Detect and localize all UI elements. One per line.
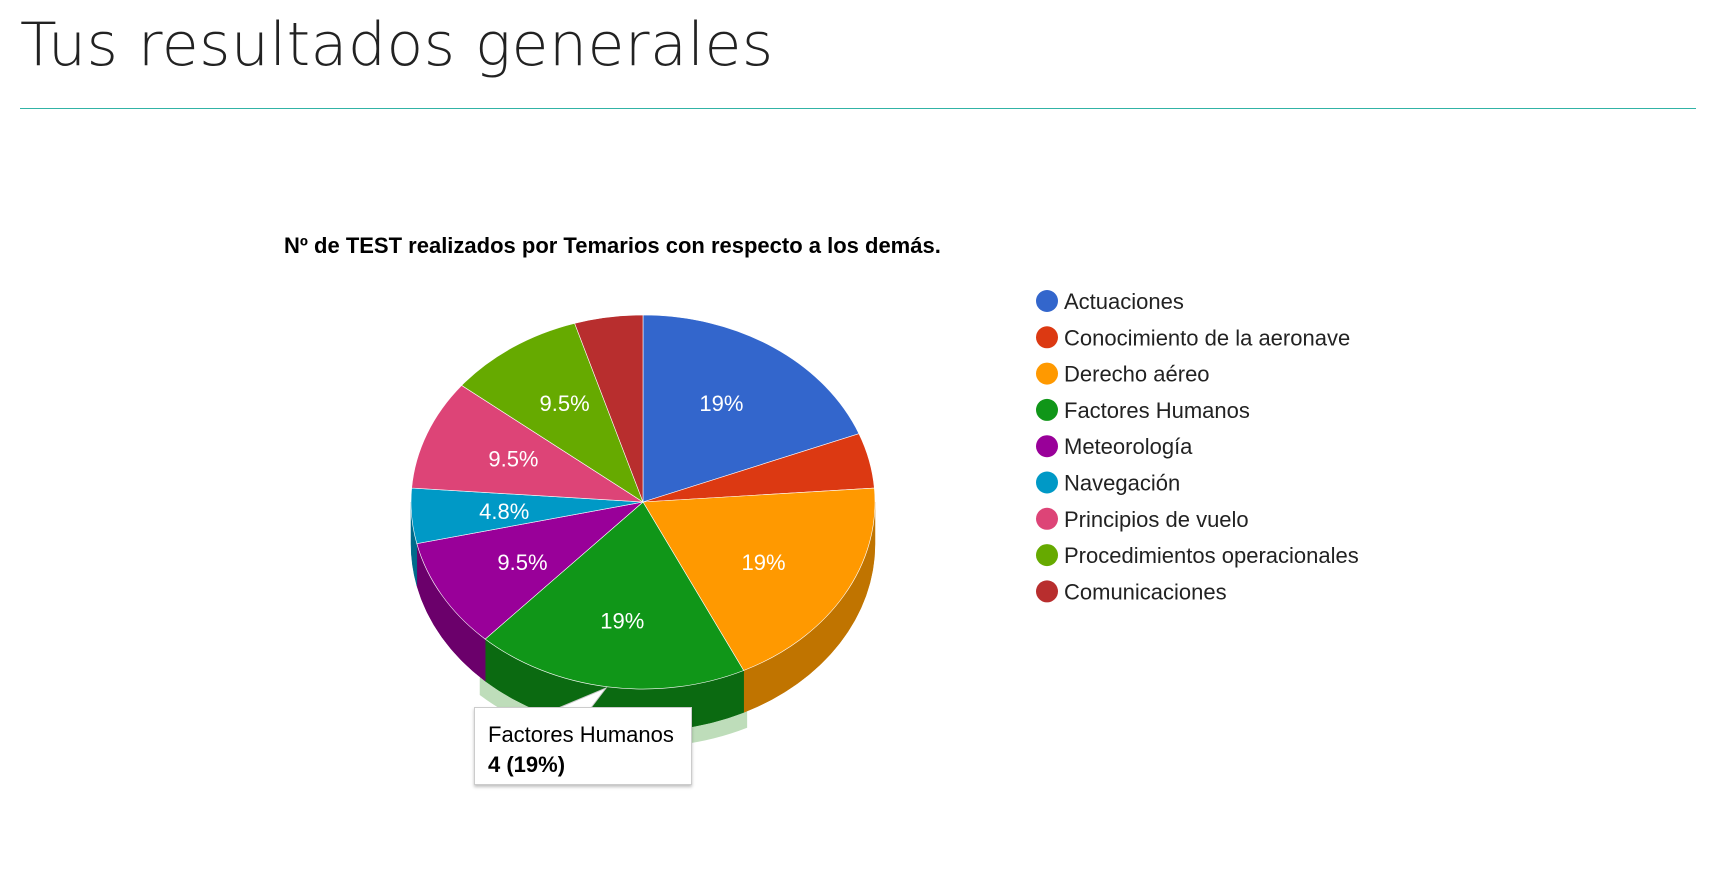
legend-label-meteorologia: Meteorología	[1064, 434, 1193, 459]
legend-swatch-procedimientos-operacionales	[1036, 544, 1058, 567]
legend-label-principios-de-vuelo: Principios de vuelo	[1064, 507, 1249, 532]
legend-label-conocimiento-de-la-aeronave: Conocimiento de la aeronave	[1064, 325, 1350, 350]
legend-label-actuaciones: Actuaciones	[1064, 289, 1184, 314]
slice-meteorologia	[416, 501, 645, 640]
legend-swatch-conocimiento-de-la-aeronave	[1036, 326, 1058, 349]
tooltip-value: 4 (19%)	[488, 752, 566, 777]
title-divider	[20, 108, 1696, 109]
legend-swatch-navegacion	[1036, 471, 1058, 494]
legend-label-factores-humanos: Factores Humanos	[1064, 398, 1250, 423]
slice-actuaciones	[642, 314, 860, 503]
legend-label-navegacion: Navegación	[1064, 471, 1180, 496]
slice-derecho-aereo	[642, 487, 876, 671]
page-title: Tus resultados generales	[20, 10, 774, 80]
slice-label-actuaciones: 19%	[699, 391, 743, 416]
slice-comunicaciones	[574, 314, 644, 503]
legend-label-comunicaciones: Comunicaciones	[1064, 579, 1227, 604]
pie-top-layer	[410, 314, 876, 690]
legend-label-procedimientos-operacionales: Procedimientos operacionales	[1064, 543, 1359, 568]
slice-label-derecho-aereo: 19%	[742, 550, 786, 575]
legend-swatch-comunicaciones	[1036, 580, 1058, 603]
chart-title: Nº de TEST realizados por Temarios con r…	[284, 233, 941, 258]
slice-label-factores-humanos: 19%	[600, 608, 644, 633]
chart-legend: Actuaciones Conocimiento de la aeronave De…	[1036, 289, 1359, 604]
legend-label-derecho-aereo: Derecho aéreo	[1064, 362, 1210, 387]
slice-label-navegacion: 4.8%	[479, 499, 529, 524]
slice-label-principios-de-vuelo: 9.5%	[488, 446, 538, 471]
pie-label-layer: 19% 19% 19% 9.5% 4.8% 9.5% 9.5%	[479, 391, 785, 633]
legend-swatch-principios-de-vuelo	[1036, 507, 1058, 530]
legend-swatch-factores-humanos	[1036, 398, 1058, 421]
slice-tooltip: Factores Humanos 4 (19%)	[474, 707, 692, 785]
legend-swatch-derecho-aereo	[1036, 362, 1058, 385]
slice-principios-de-vuelo	[411, 385, 645, 503]
slice-label-meteorologia: 9.5%	[497, 550, 547, 575]
legend-swatch-meteorologia	[1036, 435, 1058, 458]
tooltip-label: Factores Humanos	[488, 722, 674, 747]
slice-factores-humanos	[484, 501, 745, 690]
legend-swatch-actuaciones	[1036, 290, 1058, 312]
slice-label-procedimientos-operacionales: 9.5%	[540, 391, 590, 416]
slice-procedimientos-operacionales	[461, 322, 644, 503]
